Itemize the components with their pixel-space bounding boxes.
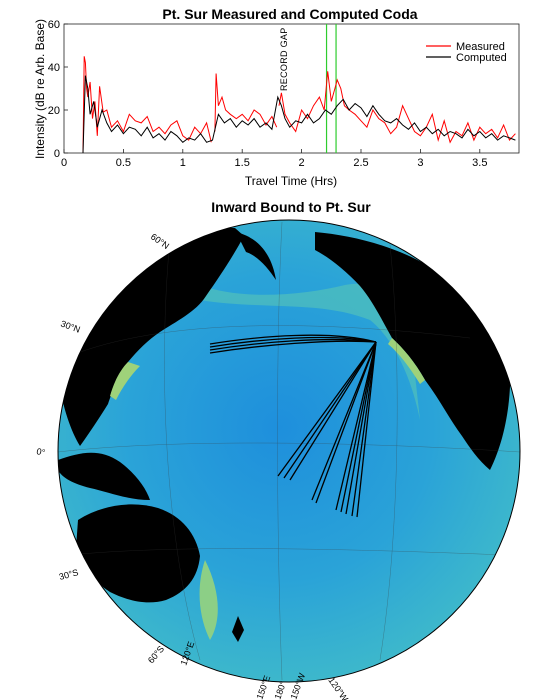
ray-path bbox=[289, 341, 377, 481]
plot-frame bbox=[63, 23, 520, 154]
ray-path bbox=[356, 341, 377, 518]
lon-label-180: 180° bbox=[272, 679, 288, 700]
series-line-measured bbox=[82, 56, 212, 154]
legend-label-computed: Computed bbox=[456, 52, 507, 64]
legend: Measured Computed bbox=[426, 41, 507, 64]
globe-map bbox=[58, 220, 520, 682]
lat-label-60n: 60°N bbox=[149, 231, 171, 251]
legend-label-measured: Measured bbox=[456, 41, 505, 53]
ray-path bbox=[345, 341, 377, 515]
ray-path bbox=[283, 341, 377, 479]
lat-label-60s: 60°S bbox=[146, 644, 166, 665]
y-tick-label: 40 bbox=[48, 62, 60, 74]
record-gap-label: RECORD GAP bbox=[279, 27, 289, 91]
ray-path bbox=[315, 341, 377, 504]
ray-path bbox=[209, 338, 377, 351]
shelf-north-pacific bbox=[200, 283, 420, 420]
land-na-coast bbox=[388, 338, 425, 384]
ray-path bbox=[311, 341, 377, 501]
series-layer bbox=[82, 56, 516, 154]
x-tick-label: 2.5 bbox=[353, 157, 368, 169]
x-axis-label: Travel Time (Hrs) bbox=[245, 174, 337, 188]
y-tick-label: 20 bbox=[48, 105, 60, 117]
ray-path bbox=[340, 341, 377, 513]
land-nz bbox=[232, 616, 244, 642]
ray-path bbox=[209, 334, 377, 345]
land-asia-coast bbox=[110, 362, 140, 400]
x-tick-label: 0 bbox=[61, 157, 67, 169]
x-tick-label: 1 bbox=[180, 157, 186, 169]
x-tick-label: 2 bbox=[299, 157, 305, 169]
ray-path bbox=[209, 340, 377, 354]
land-australia bbox=[76, 504, 200, 603]
y-axis-label: Intensity (dB re Arb. Base) bbox=[33, 19, 47, 159]
coda-plot: 0 0.5 1 1.5 2 2.5 3 3.5 0 20 40 60 RECORD GAP Meas… bbox=[33, 19, 520, 188]
lat-label-30n: 30°N bbox=[59, 318, 81, 334]
ray-path bbox=[351, 341, 377, 517]
lat-label-0: 0° bbox=[36, 446, 47, 458]
ray-path bbox=[335, 341, 377, 511]
lon-label-120w: 120°W bbox=[326, 675, 350, 700]
x-tick-label: 3 bbox=[417, 157, 423, 169]
land-maritime-asia bbox=[58, 452, 150, 500]
ray-paths bbox=[209, 334, 377, 518]
ray-path bbox=[277, 341, 377, 477]
lat-label-30s: 30°S bbox=[58, 567, 80, 582]
map-title: Inward Bound to Pt. Sur bbox=[211, 199, 371, 215]
y-tick-label: 60 bbox=[48, 19, 60, 31]
y-tick-label: 0 bbox=[54, 148, 60, 160]
x-tick-label: 3.5 bbox=[472, 157, 487, 169]
ray-path bbox=[209, 336, 377, 348]
chart-title: Pt. Sur Measured and Computed Coda bbox=[162, 6, 417, 22]
land-kamchatka bbox=[236, 232, 276, 280]
x-tick-label: 1.5 bbox=[235, 157, 250, 169]
x-tick-label: 0.5 bbox=[116, 157, 131, 169]
y-axis-ticks: 0 20 40 60 bbox=[48, 19, 68, 160]
shelf-nz bbox=[199, 560, 218, 640]
graticule bbox=[58, 221, 520, 681]
series-line-computed bbox=[82, 75, 516, 154]
globe-outline bbox=[57, 219, 521, 683]
x-axis-ticks: 0 0.5 1 1.5 2 2.5 3 3.5 bbox=[61, 149, 487, 169]
